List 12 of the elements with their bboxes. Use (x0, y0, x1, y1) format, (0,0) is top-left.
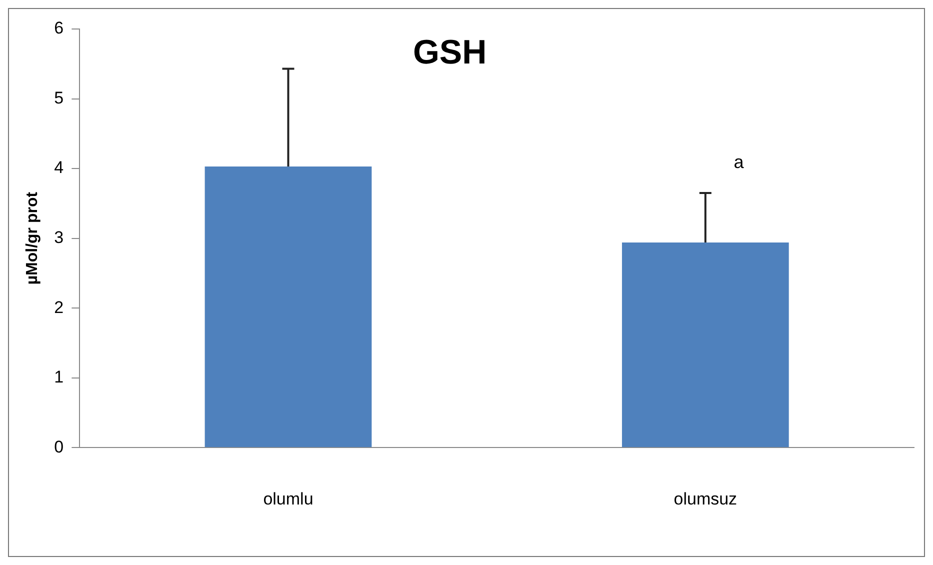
y-tick-label: 5 (54, 88, 64, 108)
chart-title: GSH (412, 33, 487, 72)
y-tick-label: 6 (54, 18, 64, 38)
y-tick-label: 0 (54, 437, 64, 456)
x-tick-label: olumlu (263, 489, 314, 508)
annotation: a (734, 152, 745, 172)
y-axis-title: µMol/gr prot (24, 191, 42, 285)
y-tick-label: 2 (54, 298, 64, 317)
y-tick-label: 1 (54, 368, 64, 387)
y-tick-label: 4 (54, 158, 64, 178)
y-tick-label: 3 (54, 228, 64, 247)
x-tick-label: olumsuz (674, 489, 738, 508)
